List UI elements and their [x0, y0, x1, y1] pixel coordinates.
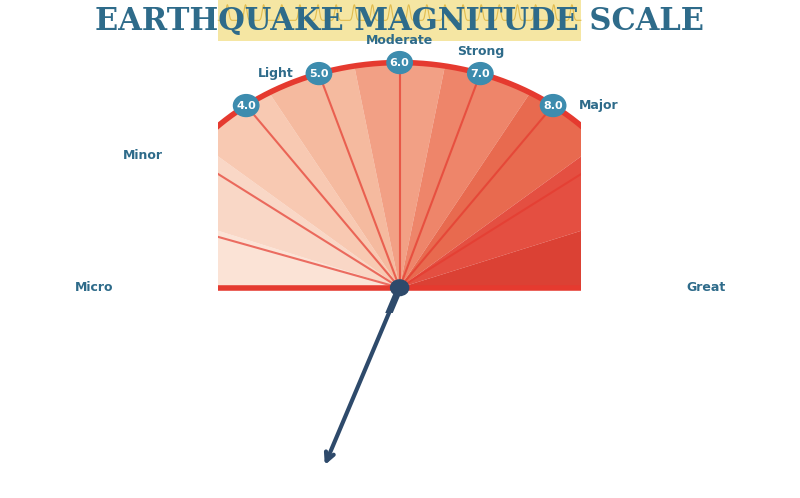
- Wedge shape: [354, 63, 445, 288]
- Circle shape: [387, 52, 412, 74]
- Wedge shape: [154, 143, 400, 288]
- Text: EARTHQUAKE MAGNITUDE SCALE: EARTHQUAKE MAGNITUDE SCALE: [95, 6, 704, 37]
- Text: Light: Light: [258, 67, 294, 80]
- Text: Strong: Strong: [457, 45, 504, 58]
- Circle shape: [390, 280, 409, 296]
- Text: Minor: Minor: [123, 149, 163, 162]
- Circle shape: [126, 277, 151, 299]
- Circle shape: [234, 95, 259, 117]
- Circle shape: [598, 144, 623, 166]
- Text: 8.0: 8.0: [543, 101, 563, 111]
- Wedge shape: [400, 93, 600, 288]
- Circle shape: [306, 63, 332, 85]
- Circle shape: [138, 207, 164, 229]
- Text: Major: Major: [578, 99, 618, 112]
- Text: 9.0: 9.0: [601, 150, 621, 160]
- Circle shape: [648, 277, 674, 299]
- Text: Moderate: Moderate: [366, 34, 434, 47]
- Text: 5.0: 5.0: [309, 69, 329, 79]
- Text: 2.0: 2.0: [142, 213, 161, 223]
- Text: 1.0: 1.0: [129, 283, 148, 293]
- Text: Great: Great: [686, 281, 726, 294]
- Text: 10: 10: [653, 283, 669, 293]
- Wedge shape: [200, 93, 400, 288]
- Text: 3.0: 3.0: [178, 150, 198, 160]
- Text: 7.0: 7.0: [470, 69, 490, 79]
- Text: 4.0: 4.0: [236, 101, 256, 111]
- Wedge shape: [400, 211, 661, 288]
- Wedge shape: [400, 143, 645, 288]
- Circle shape: [468, 63, 493, 85]
- Wedge shape: [138, 211, 400, 288]
- Circle shape: [176, 144, 201, 166]
- Wedge shape: [269, 66, 400, 288]
- Wedge shape: [400, 66, 530, 288]
- Circle shape: [541, 95, 566, 117]
- Text: 6.0: 6.0: [390, 58, 410, 68]
- FancyBboxPatch shape: [218, 0, 581, 41]
- Text: Micro: Micro: [74, 281, 113, 294]
